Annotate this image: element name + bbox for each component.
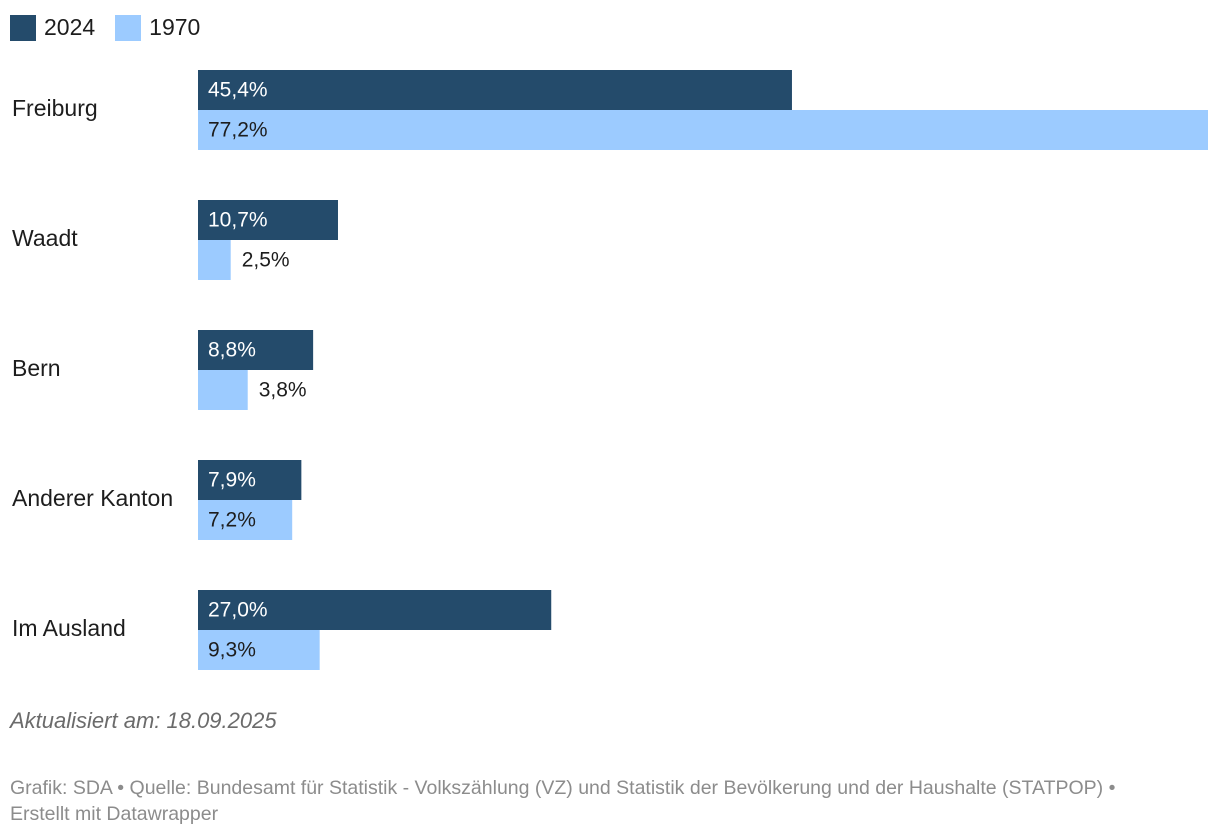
category-label-im-ausland: Im Ausland bbox=[12, 615, 126, 641]
source-footer: Grafik: SDA • Quelle: Bundesamt für Stat… bbox=[10, 777, 1116, 825]
bar-anderer-kanton-2024 bbox=[198, 460, 302, 500]
data-label-im-ausland-1970: 9,3% bbox=[208, 639, 256, 662]
legend-item-2024: 2024 bbox=[10, 14, 95, 41]
legend-label-1970: 1970 bbox=[149, 14, 201, 40]
data-label-bern-2024: 8,8% bbox=[208, 339, 256, 362]
category-label-anderer-kanton: Anderer Kanton bbox=[12, 485, 173, 511]
data-label-waadt-2024: 10,7% bbox=[208, 209, 268, 232]
category-label-waadt: Waadt bbox=[12, 225, 78, 251]
legend-item-1970: 1970 bbox=[115, 14, 200, 41]
data-label-freiburg-2024: 45,4% bbox=[208, 79, 268, 102]
bar-waadt-1970 bbox=[198, 240, 231, 280]
bar-bern-2024 bbox=[198, 330, 314, 370]
bar-freiburg-1970 bbox=[198, 110, 1208, 150]
data-label-im-ausland-2024: 27,0% bbox=[208, 599, 268, 622]
legend-swatch-2024 bbox=[10, 14, 36, 41]
bar-waadt-2024 bbox=[198, 200, 338, 240]
bar-chart: Freiburg 45,4% 77,2% Waadt 10,7% 2,5% Bern 8,8%… bbox=[12, 70, 1208, 670]
bar-bern-1970 bbox=[198, 370, 248, 410]
data-label-freiburg-1970: 77,2% bbox=[208, 119, 268, 142]
update-note: Aktualisiert am: 18.09.2025 bbox=[10, 708, 277, 733]
bar-freiburg-2024 bbox=[198, 70, 792, 110]
bar-im-ausland-1970 bbox=[198, 630, 320, 670]
data-label-bern-1970: 3,8% bbox=[259, 379, 307, 402]
bar-anderer-kanton-1970 bbox=[198, 500, 293, 540]
data-label-anderer-kanton-1970: 7,2% bbox=[208, 509, 256, 532]
bar-im-ausland-2024 bbox=[198, 590, 552, 630]
legend-label-2024: 2024 bbox=[44, 14, 96, 40]
data-label-anderer-kanton-2024: 7,9% bbox=[208, 469, 256, 492]
category-label-bern: Bern bbox=[12, 355, 61, 381]
data-label-waadt-1970: 2,5% bbox=[242, 249, 290, 272]
legend: 2024 1970 bbox=[10, 14, 200, 41]
category-label-freiburg: Freiburg bbox=[12, 95, 98, 121]
legend-swatch-1970 bbox=[115, 14, 142, 41]
